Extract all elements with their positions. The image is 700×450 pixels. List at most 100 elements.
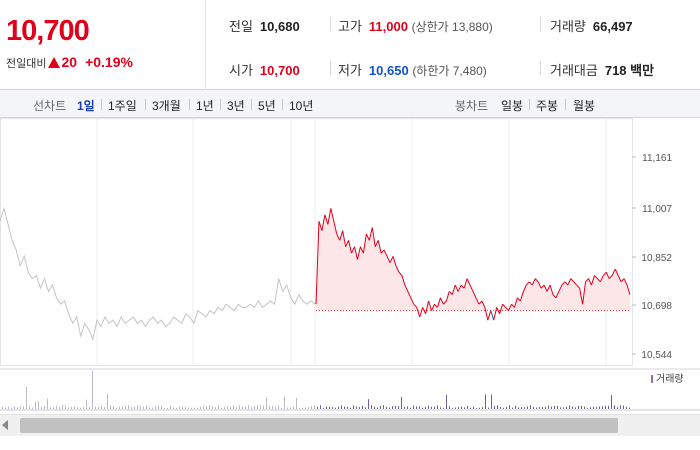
period-1w[interactable]: 1주일 (108, 99, 137, 113)
today-price-segment (436, 297, 441, 308)
volume-bar (497, 405, 498, 409)
today-price-segment (454, 284, 459, 292)
today-price-segment (469, 284, 474, 292)
today-price-segment (561, 281, 566, 286)
volume-bar (56, 405, 57, 409)
volume-bar (383, 405, 384, 409)
volume-bar (386, 406, 387, 409)
volume-bar (494, 405, 495, 409)
period-10y[interactable]: 10년 (289, 99, 314, 113)
volume-bar (422, 407, 423, 409)
volume-bar (596, 407, 597, 409)
chart-toolbar: 선차트 1일 1주일 3개월 1년 3년 5년 10년 봉차트 일봉 주봉 월봉 (0, 90, 700, 118)
scroll-left-arrow-icon[interactable] (2, 420, 8, 430)
today-price-segment (472, 291, 477, 299)
volume-bar (407, 406, 408, 409)
volume-bar (455, 407, 456, 409)
volume-bar (602, 406, 603, 409)
volume-bar (74, 406, 75, 409)
volume-bar (389, 407, 390, 409)
volume-bar (545, 406, 546, 409)
volume-bar (185, 407, 186, 409)
today-price-segment (348, 240, 353, 254)
volume-bar (326, 406, 327, 409)
today-price-segment (564, 281, 569, 286)
volume-bar (605, 405, 606, 409)
volume-bar (302, 407, 303, 409)
volume-bar (134, 406, 135, 409)
period-3m[interactable]: 3개월 (152, 99, 181, 113)
candle-daily[interactable]: 일봉 (501, 99, 524, 113)
volume-bar (434, 406, 435, 409)
volume-bar (191, 407, 192, 409)
volume-bar (230, 406, 231, 409)
volume-bar (290, 407, 291, 409)
today-price-segment (413, 303, 418, 308)
previous-day-line (0, 206, 316, 341)
volume-bar (599, 406, 600, 409)
volume-bar (266, 397, 267, 409)
volume-bar (533, 406, 534, 409)
volume-bar (62, 405, 63, 409)
volume-bar (479, 407, 480, 409)
today-price-segment (368, 227, 373, 241)
candle-monthly[interactable]: 월봉 (573, 99, 596, 113)
volume-bar (410, 407, 411, 409)
volume-bar (287, 407, 288, 409)
volume-bar (509, 405, 510, 409)
scroll-thumb[interactable] (20, 418, 618, 433)
volume-bar (530, 405, 531, 409)
volume-bar (344, 406, 345, 409)
volume-bar (98, 407, 99, 409)
period-1d[interactable]: 1일 (77, 99, 95, 113)
today-price-segment (401, 275, 406, 286)
volume-bar (626, 406, 627, 409)
volume-bar (215, 406, 216, 409)
candle-weekly[interactable]: 주봉 (536, 99, 559, 113)
volume-bar (356, 406, 357, 409)
volume-legend-swatch (651, 375, 653, 383)
volume-bar (164, 407, 165, 409)
volume-bar (593, 406, 594, 409)
volume-bar (86, 399, 87, 409)
volume-bar (41, 406, 42, 409)
volume-bar (122, 406, 123, 409)
today-price-segment (448, 291, 453, 295)
today-price-segment (365, 233, 370, 241)
line-chart-label: 선차트 (33, 99, 67, 113)
price-area-fill (316, 208, 630, 311)
volume-bar (404, 406, 405, 409)
today-price-segment (499, 304, 504, 314)
volume-bar (623, 405, 624, 409)
today-price-segment (594, 275, 598, 279)
volume-bar (299, 407, 300, 409)
volume-bar (152, 407, 153, 409)
volume-bar (467, 406, 468, 409)
chart-scrollbar[interactable] (0, 414, 700, 436)
volume-bar (308, 407, 309, 409)
prev-close-stat: 전일 10,680 (229, 19, 300, 34)
change-value: 20 (61, 54, 78, 70)
volume-bar (263, 405, 264, 409)
period-3y[interactable]: 3년 (227, 99, 245, 113)
volume-bar (314, 405, 315, 409)
today-price-segment (383, 249, 388, 257)
today-price-segment (481, 300, 486, 308)
volume-bar (200, 406, 201, 409)
period-1y[interactable]: 1년 (196, 99, 214, 113)
volume-bar (380, 405, 381, 409)
volume-bar (413, 405, 414, 409)
volume-bar (359, 406, 360, 409)
volume-bar (80, 407, 81, 409)
volume-bar (320, 405, 321, 409)
today-price-segment (484, 307, 489, 321)
volume-bar (461, 406, 462, 409)
today-price-segment (513, 297, 518, 308)
today-price-segment (552, 294, 557, 299)
today-price-segment (487, 310, 492, 321)
today-price-segment (321, 214, 326, 231)
period-5y[interactable]: 5년 (258, 99, 276, 113)
today-price-segment (543, 284, 548, 292)
volume-bar (269, 406, 270, 409)
volume-bar (464, 407, 465, 409)
